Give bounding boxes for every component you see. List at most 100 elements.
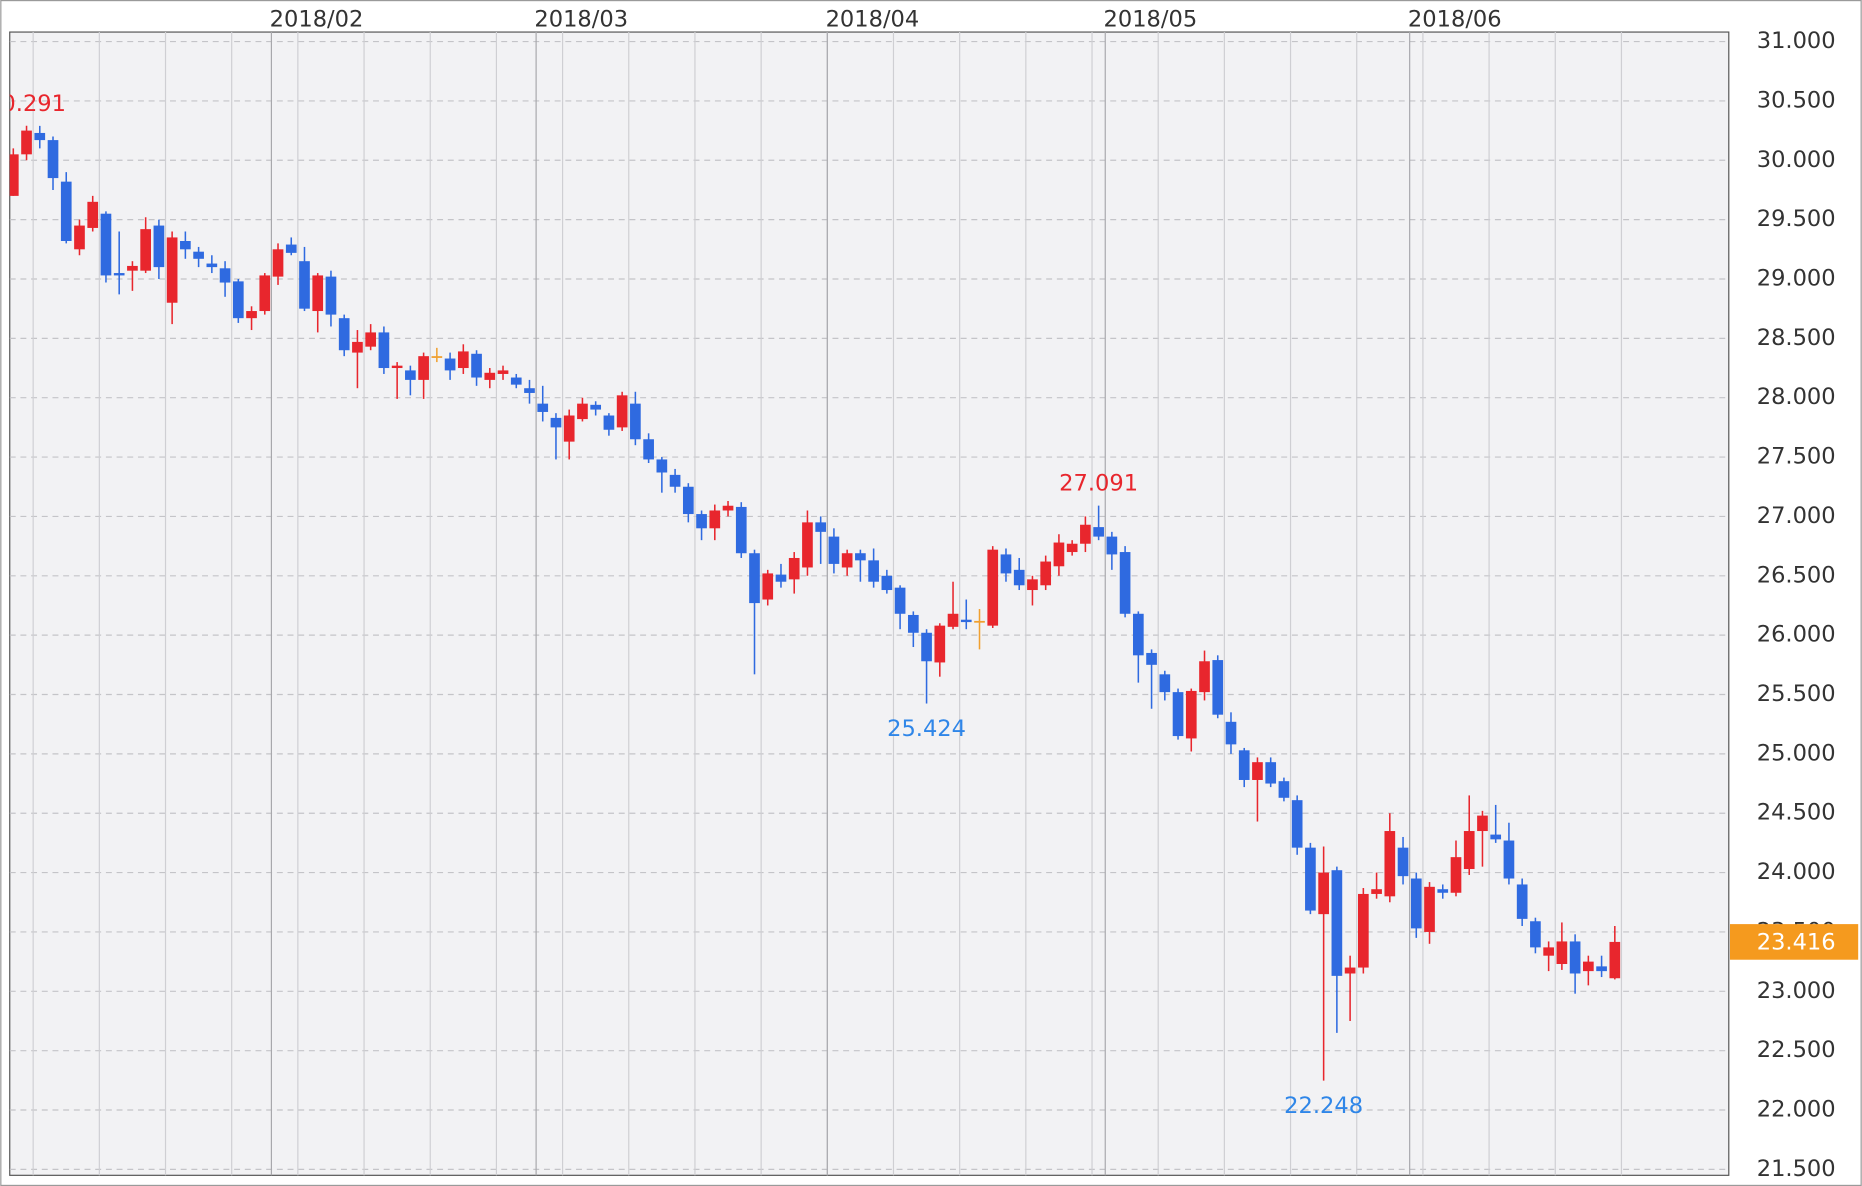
candle-body (563, 415, 575, 442)
y-tick-label: 26.000 (1757, 622, 1836, 648)
candle-body (1371, 889, 1382, 894)
annotation: 30.291 (0, 91, 66, 117)
candle-body (788, 557, 800, 580)
candle-body (1053, 542, 1065, 567)
candle-body (444, 358, 456, 371)
y-tick-label: 27.500 (1757, 444, 1836, 470)
candle-body (947, 613, 959, 627)
x-tick-label: 2018/03 (534, 7, 628, 33)
candle-body (325, 276, 337, 315)
candle-body (272, 249, 284, 277)
annotation: 25.424 (887, 716, 966, 742)
candle-body (285, 244, 297, 253)
candle-body (1238, 750, 1250, 780)
annotation: 22.248 (1284, 1093, 1363, 1119)
candle-body (934, 625, 946, 663)
candle-body (47, 140, 59, 179)
candle-body (828, 536, 840, 564)
price-tag-label: 23.416 (1757, 930, 1836, 956)
candle-body (1424, 886, 1435, 932)
candle-body (696, 514, 707, 529)
candle-body (484, 372, 496, 380)
candle-body (1318, 872, 1329, 915)
candle-body (815, 522, 827, 532)
candle-body (1212, 660, 1224, 715)
candle-body (312, 275, 324, 312)
candle-body (616, 395, 628, 428)
candle-body (180, 240, 191, 250)
y-tick-label: 22.500 (1757, 1037, 1836, 1063)
candle-body (1159, 674, 1171, 693)
candle-body (802, 522, 813, 568)
y-tick-label: 28.500 (1757, 325, 1836, 351)
candle-body (881, 575, 893, 591)
candle-body (206, 263, 218, 268)
price-tag (1729, 924, 1859, 960)
candle-body (1503, 840, 1515, 879)
candle-body (418, 356, 429, 380)
candle-body (431, 356, 443, 358)
candle-body (1437, 889, 1449, 893)
axes: 31.000 30.500 30.000 29.500 29.000 28.500 28.0… (270, 7, 1859, 1182)
x-tick-label: 2018/02 (270, 7, 364, 33)
candle-body (894, 587, 906, 614)
candle-body (1556, 941, 1568, 964)
candle-body (841, 553, 853, 568)
y-tick-label: 30.000 (1757, 147, 1836, 173)
candle-body (1106, 536, 1118, 555)
y-tick-label: 29.500 (1757, 206, 1836, 232)
y-tick-label: 30.500 (1757, 87, 1836, 113)
candle-body (87, 201, 99, 228)
candle-body (1490, 834, 1502, 840)
candle-body (524, 388, 535, 393)
candle-body (590, 404, 602, 410)
candle-body (1583, 961, 1594, 972)
candle-body (153, 225, 165, 268)
candle-body (1146, 652, 1157, 665)
candle-body (113, 273, 125, 276)
candle-body (60, 181, 72, 241)
candle-body (762, 573, 774, 600)
candle-body (1543, 947, 1554, 956)
candle-body (378, 332, 390, 369)
candle-body (127, 265, 138, 271)
candle-body (259, 275, 271, 312)
candle-body (987, 549, 999, 626)
candle-body (510, 377, 522, 385)
candle-body (709, 510, 721, 529)
candle-body (1410, 878, 1422, 929)
y-tick-label: 25.000 (1757, 740, 1836, 766)
candle-body (1119, 552, 1131, 614)
candle-body (9, 154, 19, 196)
candle-body (21, 130, 32, 155)
candle-body (34, 132, 46, 141)
y-tick-label: 25.500 (1757, 681, 1836, 707)
candle-body (868, 560, 879, 582)
candle-body (1569, 941, 1581, 974)
candle-body (643, 439, 654, 460)
y-tick-label: 29.000 (1757, 265, 1836, 291)
candle-body (100, 213, 112, 276)
candle-body (1265, 762, 1277, 784)
candle-body (1172, 692, 1184, 737)
y-tick-label: 26.500 (1757, 562, 1836, 588)
candle-body (193, 251, 204, 259)
candle-body (219, 268, 231, 283)
candle-body (232, 281, 244, 319)
candle-body (550, 417, 562, 428)
candle-body (1027, 579, 1038, 591)
candle-body (1331, 870, 1343, 976)
candle-body (74, 225, 85, 250)
candle-body (1450, 857, 1462, 893)
y-tick-label: 27.000 (1757, 503, 1836, 529)
candle-body (1357, 893, 1369, 968)
candle-body (405, 370, 416, 380)
candle-body (365, 332, 377, 347)
candle-body (338, 318, 350, 351)
candle-body (457, 351, 469, 369)
candle-body (1291, 800, 1303, 848)
candle-body (775, 574, 787, 582)
candle-body (722, 505, 734, 511)
candle-body (1040, 561, 1052, 586)
